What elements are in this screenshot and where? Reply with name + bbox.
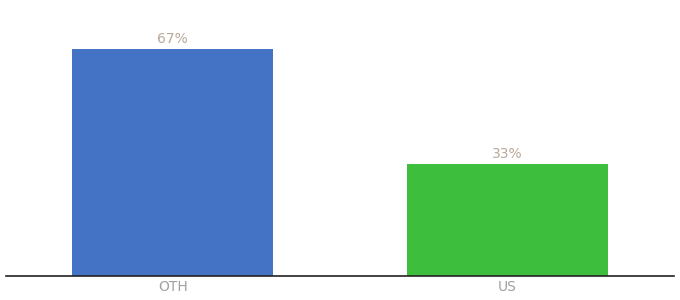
Bar	[73, 50, 273, 276]
Bar	[407, 164, 607, 276]
Text: 67%: 67%	[157, 32, 188, 46]
Text: 33%: 33%	[492, 147, 522, 161]
